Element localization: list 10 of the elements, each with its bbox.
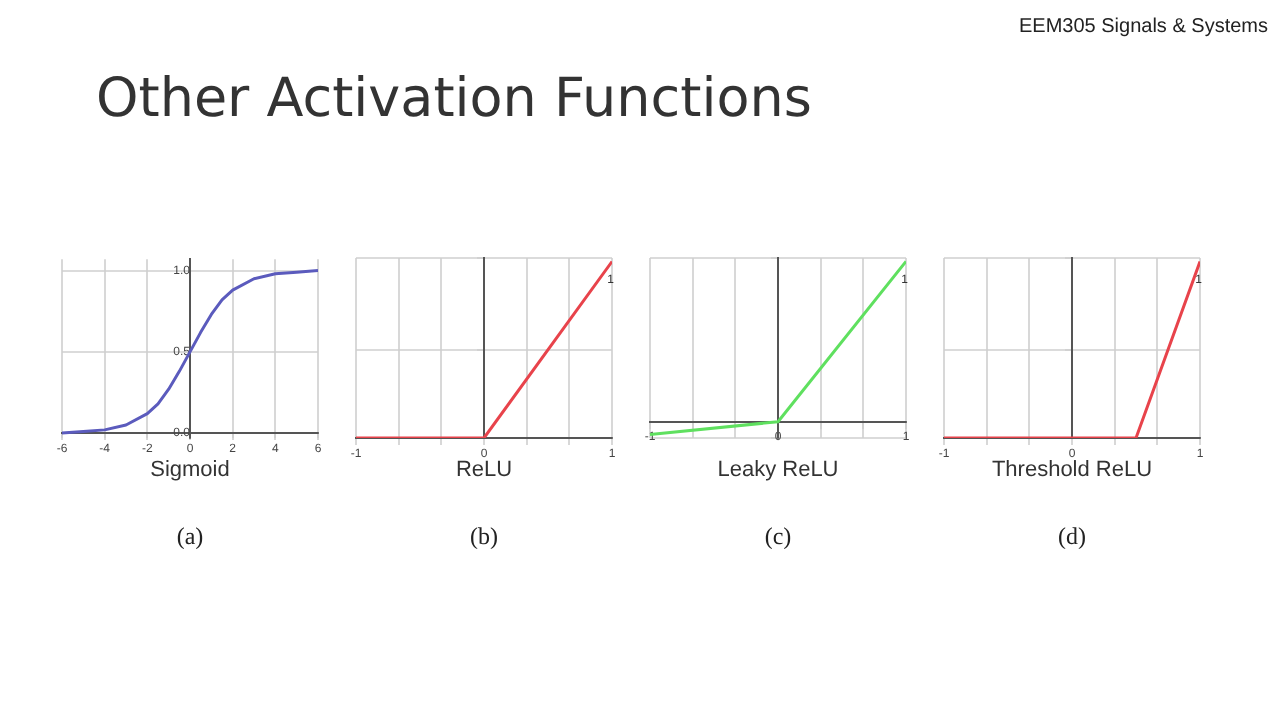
text: (a) <box>174 522 206 552</box>
x-axis-title: Sigmoid <box>148 458 232 482</box>
text: (d) <box>1056 522 1088 552</box>
x-axis-title: Threshold ReLU <box>989 458 1155 482</box>
text: (c) <box>762 522 794 552</box>
text: (b) <box>468 522 500 552</box>
text: Other Activation Functions <box>96 68 812 130</box>
x-axis-title: Leaky ReLU <box>715 458 841 482</box>
x-axis-title: ReLU <box>453 458 515 482</box>
text: EEM305 Signals & Systems <box>1019 16 1268 38</box>
